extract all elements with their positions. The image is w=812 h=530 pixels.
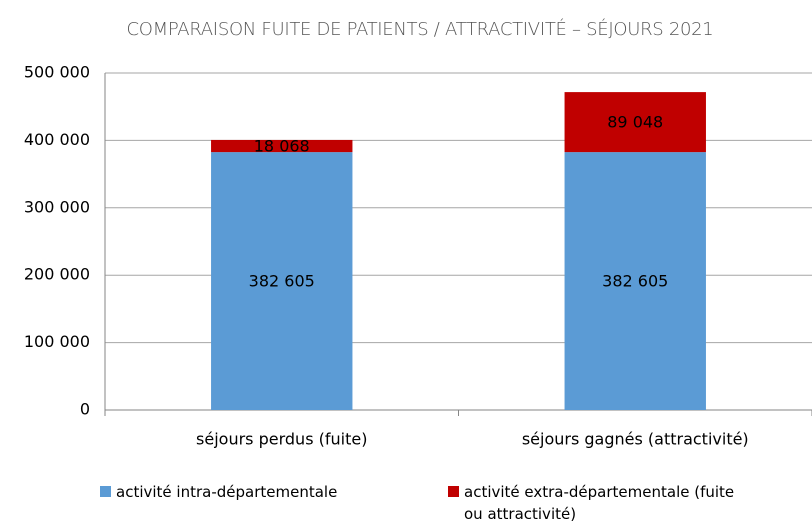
bar-segment (564, 92, 706, 153)
y-tick-label: 400 000 (24, 130, 90, 149)
legend-label: activité intra-départementale (116, 483, 338, 501)
legend-swatch (100, 486, 111, 497)
data-label: 382 605 (249, 272, 315, 291)
y-tick-label: 200 000 (24, 265, 90, 284)
data-label: 18 068 (254, 137, 310, 156)
data-label: 382 605 (602, 272, 668, 291)
bar-segment (564, 152, 706, 410)
y-tick-label: 300 000 (24, 197, 90, 216)
x-tick-label: séjours perdus (fuite) (196, 430, 367, 449)
y-tick-label: 0 (80, 400, 90, 419)
bar-segment (211, 139, 353, 153)
legend-item: activité extra-départementale (fuite ou … (448, 481, 768, 525)
legend-label: activité extra-départementale (fuite ou … (464, 483, 735, 523)
x-tick-label: séjours gagnés (attractivité) (522, 430, 749, 449)
legend-swatch (448, 486, 459, 497)
legend-item: activité intra-départementale (100, 481, 400, 503)
bar-segment (211, 152, 353, 410)
y-tick-label: 500 000 (24, 63, 90, 82)
data-label: 89 048 (607, 113, 663, 132)
chart-title: COMPARAISON FUITE DE PATIENTS / ATTRACTI… (127, 18, 714, 40)
y-tick-label: 100 000 (24, 332, 90, 351)
